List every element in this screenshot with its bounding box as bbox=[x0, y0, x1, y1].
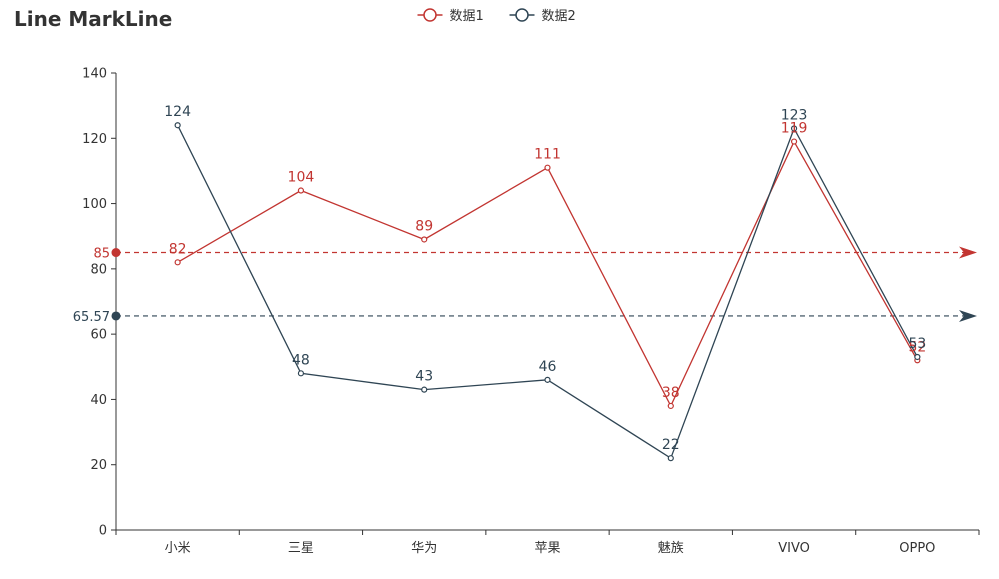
legend-circle-icon bbox=[515, 8, 529, 22]
legend-label: 数据1 bbox=[450, 9, 484, 24]
y-tick-label: 60 bbox=[90, 328, 107, 343]
x-tick-label: 苹果 bbox=[534, 541, 560, 556]
data-label: 38 bbox=[662, 385, 680, 401]
data-point[interactable] bbox=[174, 122, 181, 129]
data-point[interactable] bbox=[667, 402, 674, 410]
chart-title: Line MarkLine bbox=[14, 7, 172, 31]
data-label: 48 bbox=[292, 352, 310, 368]
mark-line-start-dot bbox=[111, 311, 121, 321]
y-tick-label: 20 bbox=[90, 458, 107, 473]
data-label: 46 bbox=[539, 359, 557, 375]
mark-line-arrow bbox=[959, 246, 977, 259]
data-point[interactable] bbox=[421, 236, 428, 243]
y-tick-label: 80 bbox=[90, 262, 107, 277]
legend-item-2[interactable]: 数据2 bbox=[509, 8, 576, 24]
data-point[interactable] bbox=[667, 455, 674, 462]
data-label: 22 bbox=[662, 437, 680, 453]
x-tick-label: OPPO bbox=[899, 541, 935, 556]
data-label: 111 bbox=[534, 147, 561, 163]
y-tick-label: 100 bbox=[82, 197, 107, 212]
legend-circle-icon bbox=[423, 8, 437, 22]
data-point[interactable] bbox=[544, 376, 551, 383]
y-tick-label: 140 bbox=[82, 67, 107, 82]
x-tick-label: 三星 bbox=[288, 541, 314, 556]
data-labels: 82 104 89 111 38 119 52 124 48 43 46 22 123 53 bbox=[164, 104, 926, 453]
data-label: 124 bbox=[164, 104, 191, 120]
y-tick-label: 120 bbox=[82, 132, 107, 147]
mark-line-label: 85 bbox=[93, 247, 110, 262]
legend-label: 数据2 bbox=[542, 9, 576, 24]
x-tick-label: VIVO bbox=[778, 541, 810, 556]
mark-line-start-dot bbox=[111, 248, 121, 258]
y-tick-label: 40 bbox=[90, 393, 107, 408]
data-point[interactable] bbox=[297, 187, 305, 194]
data-label: 104 bbox=[288, 170, 315, 186]
legend-item-1[interactable]: 数据1 bbox=[417, 8, 484, 24]
data-point[interactable] bbox=[544, 164, 551, 171]
data-label: 43 bbox=[415, 369, 433, 385]
mark-line-arrow bbox=[959, 309, 977, 322]
mark-line-label: 65.57 bbox=[73, 310, 110, 325]
data-label: 82 bbox=[169, 241, 187, 257]
data-point[interactable] bbox=[297, 370, 305, 377]
data-label: 53 bbox=[908, 336, 926, 352]
mark-lines: 85 65.57 bbox=[73, 247, 977, 325]
axes: 0 20 40 60 80 100 120 140 小米 三星 华为 苹果 魅族 VIVO OPPO bbox=[82, 67, 980, 556]
data-label: 52 bbox=[908, 339, 926, 355]
data-point[interactable] bbox=[790, 125, 798, 132]
data-label: 89 bbox=[415, 218, 433, 234]
data-label: 123 bbox=[781, 107, 808, 123]
x-tick-label: 华为 bbox=[411, 541, 437, 556]
data-point[interactable] bbox=[790, 138, 798, 145]
data-points bbox=[174, 122, 921, 462]
x-tick-label: 小米 bbox=[165, 541, 191, 556]
data-point[interactable] bbox=[914, 353, 921, 361]
data-point[interactable] bbox=[174, 259, 181, 266]
data-label: 119 bbox=[781, 121, 808, 137]
data-point[interactable] bbox=[421, 386, 428, 393]
legend: 数据1 数据2 bbox=[417, 8, 576, 24]
y-tick-label: 0 bbox=[99, 524, 107, 539]
x-tick-label: 魅族 bbox=[658, 540, 684, 556]
